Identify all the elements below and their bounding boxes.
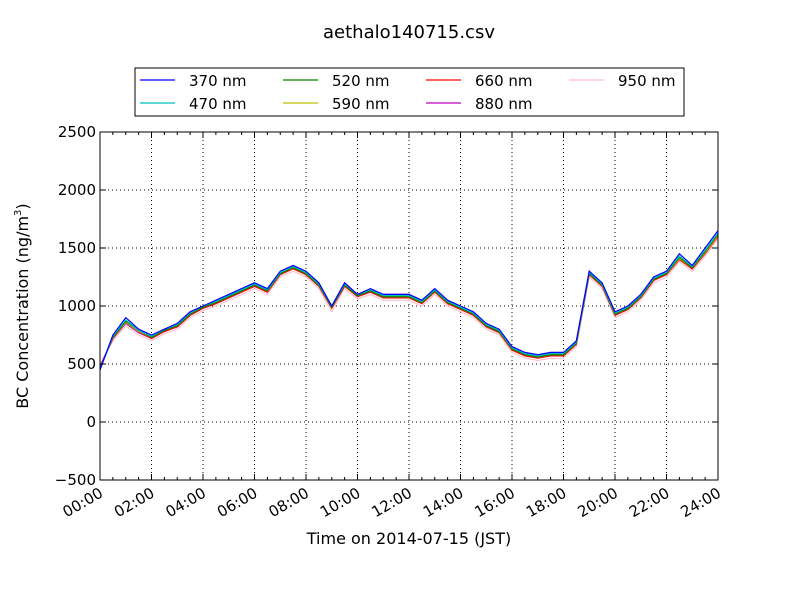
y-tick-label: −500 [55,471,96,489]
x-tick-label: 24:00 [678,484,724,521]
x-tick-label: 14:00 [420,484,466,521]
y-axis-label: BC Concentration (ng/m3) [13,203,32,408]
series-line-660-nm [99,236,719,368]
y-tick-label: 0 [86,413,96,431]
series-line-370-nm [99,230,719,371]
series-line-470-nm [99,232,719,371]
x-axis-label: Time on 2014-07-15 (JST) [306,529,511,548]
x-tick-label: 12:00 [369,484,415,521]
legend-label: 660 nm [475,72,533,90]
y-tick-label: 2000 [58,181,96,199]
series-lines [99,230,719,371]
legend-label: 370 nm [189,72,247,90]
x-tick-label: 04:00 [163,484,209,521]
y-axis-label-sup: 3 [13,210,24,216]
x-tick-label: 18:00 [523,484,569,521]
x-tick-label: 02:00 [111,484,157,521]
x-tick-label: 20:00 [575,484,621,521]
x-tick-label: 22:00 [626,484,672,521]
legend-box [134,67,685,117]
y-axis-label-main: BC Concentration (ng/m [13,216,32,409]
legend: 370 nm 470 nm 520 nm 590 nm 660 nm 880 nm 950 … [134,67,685,117]
x-tick-label: 06:00 [214,484,260,521]
x-tick-label: 10:00 [317,484,363,521]
legend-label: 520 nm [332,72,390,90]
y-tick-label: 500 [67,355,96,373]
y-tick-label: 1500 [58,239,96,257]
legend-label: 470 nm [189,95,247,113]
x-tick-label: 08:00 [266,484,312,521]
series-line-950-nm [99,238,719,365]
x-tick-label: 00:00 [60,484,106,521]
series-line-520-nm [99,233,719,369]
y-tick-label: 2500 [58,123,96,141]
axis-ticks: 00:00 02:00 04:00 06:00 08:00 10:00 12:00 14:00… [55,123,724,521]
legend-label: 590 nm [332,95,390,113]
y-tick-label: 1000 [58,297,96,315]
legend-label: 950 nm [618,72,676,90]
y-axis-label-close: ) [13,203,32,209]
grid-lines [100,132,718,480]
chart-title: aethalo140715.csv [323,22,495,43]
legend-label: 880 nm [475,95,533,113]
x-tick-label: 16:00 [472,484,518,521]
